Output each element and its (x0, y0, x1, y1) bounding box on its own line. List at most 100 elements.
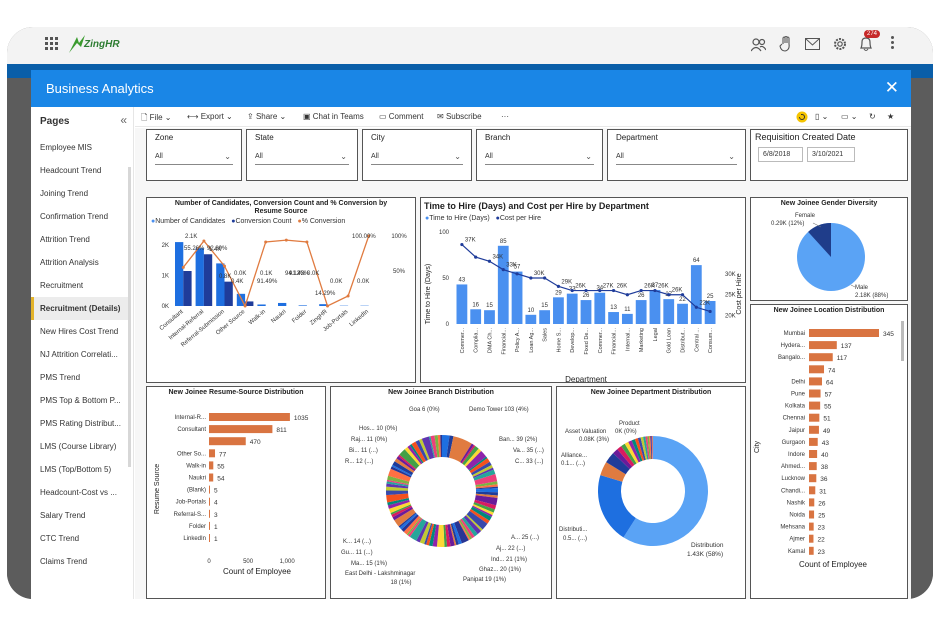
city-value: 22 (817, 537, 825, 544)
bar-value-label: 22 (679, 297, 686, 303)
view-icon[interactable]: ▭ ⌄ (841, 112, 858, 121)
city-label: Nashik (787, 500, 806, 506)
department-value: 1.43K (58%) (687, 551, 723, 558)
favorite-icon[interactable]: ★ (887, 112, 895, 121)
department-value: 0.08K (3%) (579, 437, 609, 443)
undo-icon[interactable] (796, 111, 808, 123)
source-value: 3 (214, 512, 218, 519)
slicer-dropdown[interactable]: All ⌄ (155, 148, 233, 165)
bar-value-label: 10 (527, 308, 534, 314)
branch-label: R... 12 (...) (345, 459, 373, 465)
page-item[interactable]: LMS (Top/Bottom 5) (40, 465, 112, 474)
location-scrollbar[interactable] (901, 321, 904, 361)
slicer-dropdown[interactable]: All ⌄ (371, 148, 463, 165)
city-value: 23 (818, 549, 826, 556)
slicer-value: All (371, 153, 379, 160)
bar-value-label: 16 (472, 302, 479, 308)
comment-button[interactable]: ▭ Comment (379, 112, 424, 121)
pages-scrollbar[interactable] (128, 167, 131, 467)
apps-grid-icon[interactable] (45, 37, 59, 51)
time-to-hire-bar (677, 303, 688, 324)
chevron-down-icon: ⌄ (340, 152, 347, 161)
close-icon[interactable]: ✕ (884, 78, 899, 97)
leader-line (812, 222, 822, 228)
branch-slice (474, 473, 498, 486)
gear-icon[interactable] (832, 36, 848, 52)
branch-slice (428, 436, 436, 458)
data-label: 0.1K (260, 271, 272, 277)
collapse-icon[interactable]: « (120, 113, 127, 127)
slicer-zone[interactable]: Zone All ⌄ (146, 129, 242, 181)
page-item[interactable]: Claims Trend (40, 557, 88, 566)
bookmark-icon[interactable]: ▯ ⌄ (815, 112, 829, 121)
city-value: 57 (825, 392, 833, 399)
source-label: Consultant (177, 427, 206, 433)
pages-panel: Pages « Employee MIS Headcount Trend Joini… (31, 107, 134, 599)
page-item[interactable]: CTC Trend (40, 534, 80, 543)
hand-icon[interactable] (779, 36, 792, 52)
slicer-branch[interactable]: Branch All ⌄ (476, 129, 603, 181)
refresh-icon[interactable]: ↻ (869, 112, 876, 121)
share-menu[interactable]: ⇪ Share ⌄ (247, 112, 287, 121)
mail-icon[interactable] (805, 38, 820, 50)
chat-in-teams-button[interactable]: ▣ Chat in Teams (303, 112, 364, 121)
page-item[interactable]: Joining Trend (40, 189, 89, 198)
page-item[interactable]: PMS Top & Bottom P... (40, 396, 121, 405)
page-item[interactable]: Attrition Analysis (40, 258, 99, 267)
city-bar (809, 486, 816, 495)
city-label: Pune (791, 392, 806, 398)
time-to-hire-bar (566, 293, 578, 324)
department-donut-chart: Asset Valuation 0.08K (3%) Product 0K (0%) A… (559, 421, 724, 558)
subscribe-button[interactable]: ✉ Subscribe (437, 112, 482, 121)
department-slice (645, 436, 650, 460)
data-label: 14.29% (315, 291, 336, 297)
file-menu[interactable]: 🗋 File ⌄ (141, 113, 172, 122)
page-item[interactable]: LMS (Course Library) (40, 442, 117, 451)
source-bar (209, 497, 210, 506)
page-item[interactable]: Employee MIS (40, 143, 93, 152)
x-tick-label: Walk-in (248, 309, 267, 326)
gender-pie-chart: Female 0.29K (12%) Male 2.18K (88%) (771, 213, 888, 299)
branch-slice (418, 438, 430, 461)
date-to-input[interactable]: 3/10/2021 (807, 147, 855, 162)
page-item[interactable]: NJ Attrition Correlati... (40, 350, 118, 359)
slicer-state[interactable]: State All ⌄ (246, 129, 358, 181)
city-value: 43 (822, 440, 830, 447)
page-item[interactable]: PMS Rating Distribut... (40, 419, 121, 428)
department-slice (651, 436, 653, 460)
source-bar (209, 437, 246, 446)
y2-axis-title: Cost per Hire (736, 273, 743, 314)
export-menu[interactable]: ⟷ Export ⌄ (187, 112, 233, 121)
slicer-city[interactable]: City All ⌄ (362, 129, 472, 181)
city-value: 38 (821, 464, 829, 471)
bell-icon[interactable] (859, 36, 873, 52)
zinghr-logo[interactable]: ZingHR (67, 33, 127, 57)
report-canvas: Zone All ⌄ State All ⌄ City All ⌄ Branch All ⌄ Depar… (135, 128, 911, 599)
more-vert-icon[interactable] (891, 36, 895, 50)
branch-distribution-card: New Joinee Branch Distribution Goa 6 (0%… (330, 386, 552, 599)
slicer-dropdown[interactable]: All ⌄ (255, 148, 349, 165)
page-item[interactable]: Salary Trend (40, 511, 86, 520)
page-item[interactable]: Headcount-Cost vs ... (40, 488, 117, 497)
data-label: 2.1K (185, 234, 197, 240)
page-item[interactable]: Headcount Trend (40, 166, 102, 175)
date-from-input[interactable]: 6/8/2018 (758, 147, 803, 162)
cost-point (460, 242, 464, 247)
slicer-department[interactable]: Department All ⌄ (607, 129, 746, 181)
time-to-hire-bar (635, 300, 647, 324)
chevron-down-icon: ⌄ (454, 152, 461, 161)
x-tick-label: Distribut... (681, 328, 687, 353)
slicer-dropdown[interactable]: All ⌄ (616, 148, 737, 165)
more-options-button[interactable]: ··· (501, 112, 509, 121)
page-item[interactable]: Recruitment (40, 281, 84, 290)
page-item[interactable]: Recruitment (Details) (31, 297, 129, 320)
team-icon[interactable] (751, 38, 766, 52)
city-label: Gurgaon (782, 440, 805, 446)
slicer-dropdown[interactable]: All ⌄ (485, 148, 594, 165)
page-item[interactable]: Attrition Trend (40, 235, 90, 244)
data-label: 1.4K (209, 247, 221, 253)
page-item[interactable]: Confirmation Trend (40, 212, 109, 221)
page-item[interactable]: PMS Trend (40, 373, 81, 382)
branch-slice (469, 458, 490, 474)
page-item[interactable]: New Hires Cost Trend (40, 327, 119, 336)
